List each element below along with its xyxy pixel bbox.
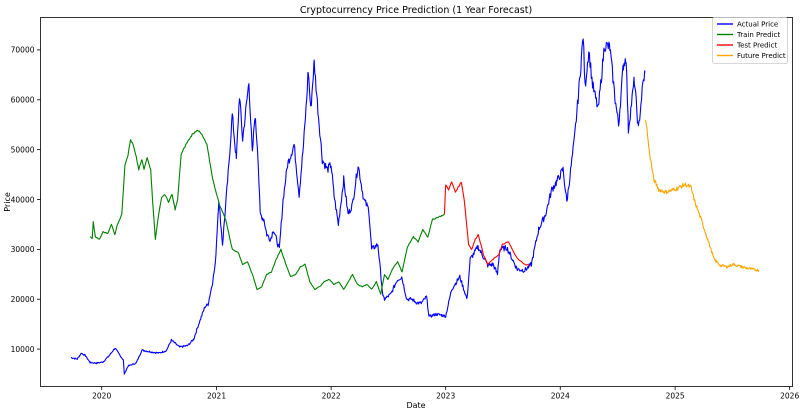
series-line-future-predict: [645, 119, 760, 272]
y-tick-label: 70000: [11, 46, 35, 55]
series-line-actual-price: [70, 38, 646, 375]
plot-series: [70, 38, 760, 375]
y-tick-label: 50000: [11, 145, 35, 154]
x-tick-label: 2025: [666, 392, 685, 401]
y-axis-label: Price: [3, 192, 12, 212]
x-tick-label: 2020: [92, 392, 111, 401]
y-tick-label: 10000: [11, 345, 35, 354]
legend-box: [712, 17, 788, 64]
y-axis: 10000 20000 30000 40000 50000 60000 70000: [11, 46, 41, 354]
legend: Actual Price Train Predict Test Predict Fut…: [712, 17, 788, 64]
x-tick-label: 2026: [780, 392, 799, 401]
x-axis: 2020 2021 2022 2023 2024 2025 2026: [92, 386, 799, 401]
x-tick-label: 2021: [207, 392, 226, 401]
y-tick-label: 20000: [11, 295, 35, 304]
legend-label-train-predict: Train Predict: [736, 31, 780, 39]
y-tick-label: 40000: [11, 195, 35, 204]
y-tick-label: 60000: [11, 96, 35, 105]
legend-label-test-predict: Test Predict: [736, 42, 777, 50]
plot-frame: [40, 17, 793, 387]
y-tick-label: 30000: [11, 245, 35, 254]
legend-items: Actual Price Train Predict Test Predict Fut…: [717, 21, 786, 60]
series-line-test-predict: [443, 181, 530, 266]
chart-title: Cryptocurrency Price Prediction (1 Year …: [300, 5, 532, 16]
legend-label-actual-price: Actual Price: [737, 21, 778, 29]
series-line-train-predict: [89, 129, 445, 295]
x-tick-label: 2024: [551, 392, 570, 401]
x-tick-label: 2023: [436, 392, 455, 401]
legend-label-future-predict: Future Predict: [737, 52, 786, 60]
x-tick-label: 2022: [322, 392, 341, 401]
x-axis-label: Date: [406, 401, 425, 410]
